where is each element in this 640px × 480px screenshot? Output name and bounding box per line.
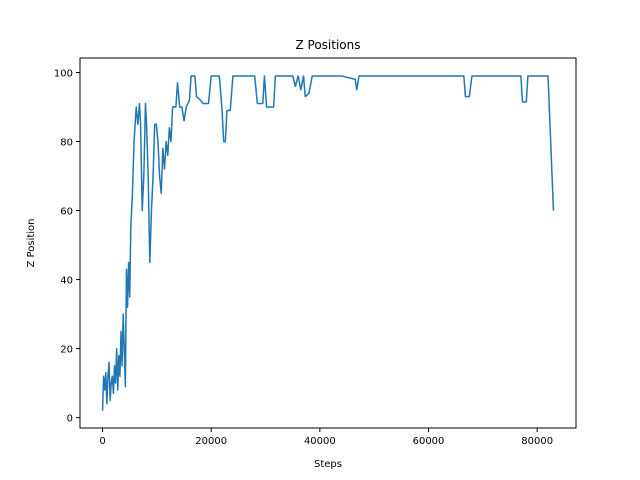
x-tick-label: 40000 <box>304 436 336 447</box>
y-tick-label: 80 <box>60 138 73 149</box>
x-axis-label: Steps <box>314 459 342 470</box>
y-axis-label: Z Position <box>26 219 37 268</box>
x-tick-label: 60000 <box>413 436 445 447</box>
x-tick-label: 20000 <box>195 436 227 447</box>
data-line <box>101 75 555 411</box>
y-tick-label: 40 <box>60 276 73 287</box>
y-tick-label: 60 <box>60 207 73 218</box>
x-tick-label: 0 <box>99 436 105 447</box>
y-tick-label: 20 <box>60 345 73 356</box>
y-tick-label: 100 <box>54 68 73 79</box>
plot-frame <box>79 57 577 429</box>
y-tick-label: 0 <box>67 414 73 425</box>
x-tick-label: 80000 <box>521 436 553 447</box>
chart-title: Z Positions <box>295 38 360 52</box>
